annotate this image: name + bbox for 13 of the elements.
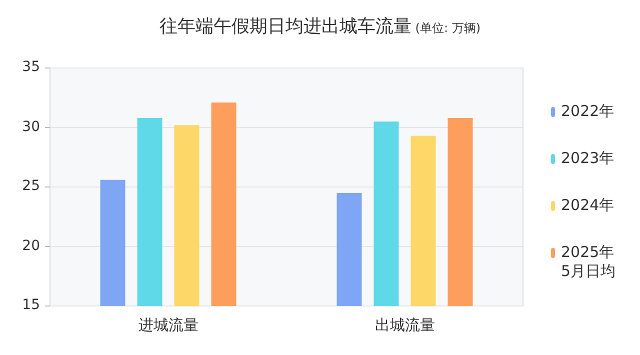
x-tick-label: 出城流量 <box>374 316 436 335</box>
y-tick-label: 25 <box>21 178 40 194</box>
legend-label: 2023年 <box>561 149 616 168</box>
y-tick-label: 15 <box>21 297 40 313</box>
y-tick-label: 35 <box>21 59 40 75</box>
y-tick-label: 30 <box>21 118 40 134</box>
legend-label: 2025年5月日均 <box>561 243 617 281</box>
legend-label: 2024年 <box>561 196 616 215</box>
chart-title: 往年端午假期日均进出城车流量 <box>159 16 412 37</box>
y-tick-label: 20 <box>21 238 40 254</box>
legend-label: 2022年 <box>561 102 616 121</box>
x-tick-label: 进城流量 <box>137 316 200 335</box>
chart-subtitle: (单位: 万辆) <box>414 21 481 35</box>
